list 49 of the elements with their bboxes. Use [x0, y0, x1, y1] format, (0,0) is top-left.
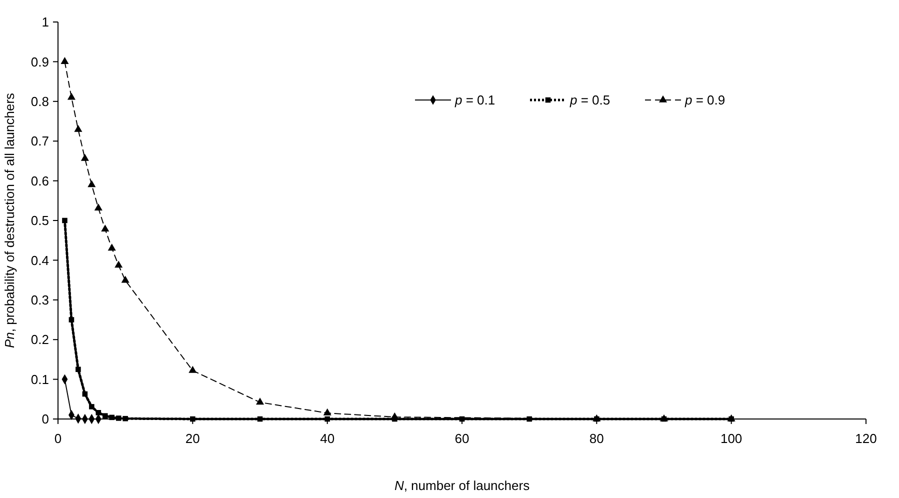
point [324, 416, 330, 422]
point [76, 366, 81, 372]
point [526, 416, 532, 422]
y-tick-label: 0.8 [30, 94, 49, 109]
point [74, 124, 82, 132]
y-tick-label: 1 [42, 14, 49, 30]
y-tick-label: 0.6 [30, 173, 49, 188]
x-tick-label: 0 [54, 431, 62, 446]
y-tick-label: 0.1 [30, 372, 49, 387]
point [109, 414, 115, 420]
point [256, 398, 264, 405]
legend-label: p = 0.1 [454, 92, 496, 108]
x-axis-title: N, number of launchers [394, 478, 530, 493]
y-tick-label: 0.9 [30, 54, 49, 70]
point [94, 204, 102, 211]
point [102, 413, 108, 418]
point [190, 416, 196, 422]
point [101, 224, 110, 232]
point [114, 260, 123, 268]
x-tick-label: 120 [855, 431, 877, 446]
x-tick-label: 40 [320, 431, 335, 446]
point [121, 276, 130, 283]
point [392, 416, 398, 422]
y-tick-label: 0.5 [30, 213, 49, 228]
point [67, 92, 76, 100]
x-tick-label: 20 [185, 431, 200, 446]
y-tick-label: 0.3 [30, 292, 49, 308]
y-tick-label: 0 [42, 412, 49, 427]
point [96, 410, 102, 416]
point [116, 416, 122, 421]
point [188, 366, 197, 373]
y-tick-label: 0.4 [30, 252, 49, 268]
y-tick-label: 0.7 [30, 134, 49, 149]
legend-label: p = 0.9 [684, 92, 726, 108]
point [122, 416, 128, 422]
point [80, 154, 89, 161]
x-tick-label: 80 [589, 431, 604, 446]
legend-label: p = 0.5 [569, 92, 610, 108]
x-tick-label: 100 [720, 431, 742, 446]
point [89, 404, 94, 410]
point [108, 244, 116, 251]
point [62, 218, 68, 224]
point [60, 57, 69, 64]
y-axis-title: Pn, probability of destruction of all launchers [2, 92, 17, 348]
y-tick-label: 0.2 [30, 332, 49, 348]
point [323, 408, 332, 416]
x-tick-label: 60 [454, 431, 470, 446]
point [88, 180, 96, 188]
point [68, 317, 74, 322]
